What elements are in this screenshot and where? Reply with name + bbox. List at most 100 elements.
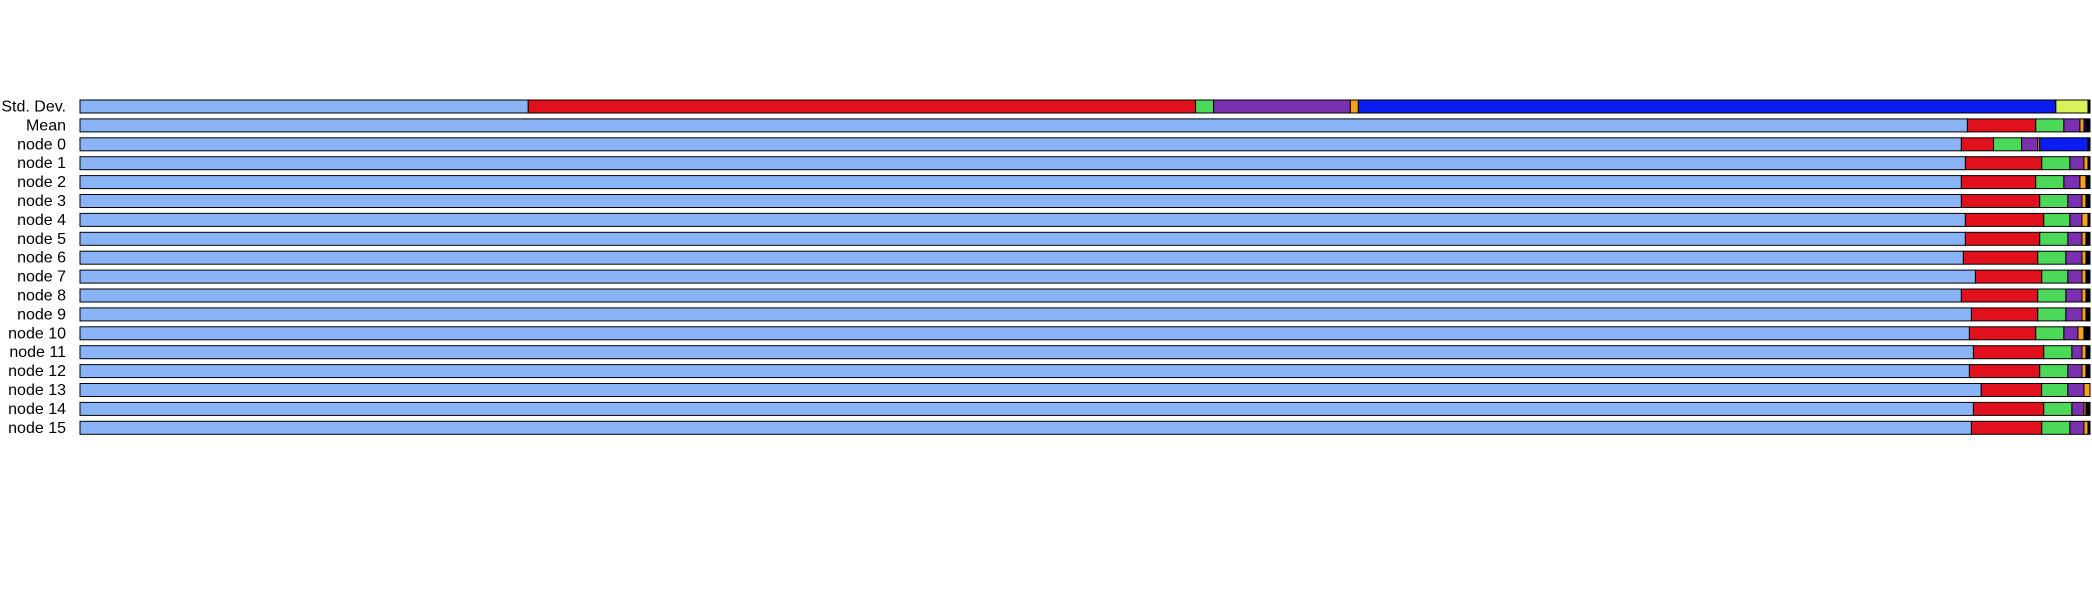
bar-segment-node-3-s7 xyxy=(2085,194,2091,208)
bar-segment-node-6-s7 xyxy=(2085,250,2091,265)
row-label-node-6: node 6 xyxy=(17,250,66,267)
row-label-node-4: node 4 xyxy=(17,212,66,229)
bar-segment-node-12-s3 xyxy=(2067,364,2083,379)
bar-segment-node-0-s2 xyxy=(1993,137,2023,152)
bar-segment-node-12-s0 xyxy=(79,364,1970,379)
bar-segment-node-1-s7 xyxy=(2087,156,2091,171)
bar-segment-node-3-s0 xyxy=(79,194,1962,208)
bar-segment-node-9-s7 xyxy=(2085,307,2091,322)
bar-segment-node-2-s1 xyxy=(1960,175,2037,190)
bar-segment-node-12-s2 xyxy=(2039,364,2069,379)
bar-segment-node-1-s3 xyxy=(2069,156,2085,171)
bar-segment-node-7-s1 xyxy=(1974,269,2043,284)
bar-segment-node-5-s4 xyxy=(2081,231,2087,246)
bar-segment-node-1-s4 xyxy=(2083,156,2089,171)
bar-segment-node-15-s3 xyxy=(2069,420,2085,435)
bar-segment-node-6-s3 xyxy=(2065,250,2083,265)
bar-segment-node-5-s2 xyxy=(2039,231,2069,246)
bar-segment-node-9-s4 xyxy=(2081,307,2087,322)
bar-segment-node-14-s1 xyxy=(1972,401,2045,416)
bar-segment-node-13-s0 xyxy=(79,383,1982,397)
bar-segment-node-9-s3 xyxy=(2065,307,2083,322)
bar-segment-node-4-s4 xyxy=(2081,212,2089,227)
bar-segment-node-5-s3 xyxy=(2067,231,2083,246)
bar-segment-node-0-s1 xyxy=(1960,137,1995,152)
bar-segment-node-2-s7 xyxy=(2085,175,2091,190)
bar-segment-std-dev-s1 xyxy=(527,99,1197,114)
bar-segment-node-14-s0 xyxy=(79,401,1974,416)
bar-segment-node-10-s2 xyxy=(2035,326,2065,341)
bar-segment-node-8-s3 xyxy=(2065,288,2083,303)
row-label-node-1: node 1 xyxy=(17,155,66,172)
bar-segment-node-10-s3 xyxy=(2063,326,2079,341)
bar-segment-node-13-s1 xyxy=(1980,383,2043,397)
bar-segment-node-10-s4 xyxy=(2077,326,2085,341)
row-label-node-10: node 10 xyxy=(8,325,66,342)
bar-segment-std-dev-s3 xyxy=(1213,99,1351,114)
bar-segment-node-15-s2 xyxy=(2041,420,2071,435)
bar-segment-std-dev-s0 xyxy=(79,99,529,114)
bar-segment-node-2-s2 xyxy=(2035,175,2065,190)
bar-segment-node-1-s0 xyxy=(79,156,1966,171)
bar-segment-std-dev-s7 xyxy=(2087,99,2091,114)
bar-segment-node-14-s7 xyxy=(2085,401,2091,416)
bar-segment-node-0-s3 xyxy=(2021,137,2039,152)
bar-segment-mean-s2 xyxy=(2035,118,2065,133)
bar-segment-node-6-s4 xyxy=(2081,250,2087,265)
bar-segment-node-4-s2 xyxy=(2043,212,2071,227)
bar-segment-node-7-s7 xyxy=(2085,269,2091,284)
bar-segment-node-8-s7 xyxy=(2085,288,2091,303)
row-label-node-5: node 5 xyxy=(17,231,66,248)
bar-segment-node-15-s1 xyxy=(1970,420,2043,435)
bar-segment-node-11-s7 xyxy=(2085,345,2091,360)
row-label-node-14: node 14 xyxy=(8,401,66,418)
bar-segment-node-2-s0 xyxy=(79,175,1962,190)
bar-segment-node-5-s1 xyxy=(1964,231,2041,246)
bar-segment-node-5-s0 xyxy=(79,231,1966,246)
bars xyxy=(79,99,2091,435)
bar-segment-node-4-s7 xyxy=(2087,212,2091,227)
bar-segment-node-2-s4 xyxy=(2079,175,2087,190)
row-label-node-12: node 12 xyxy=(8,363,66,380)
bar-segment-node-12-s1 xyxy=(1968,364,2041,379)
bar-segment-std-dev-s5 xyxy=(1357,99,2057,114)
bar-segment-node-14-s3 xyxy=(2071,401,2085,416)
bar-segment-mean-s3 xyxy=(2063,118,2081,133)
bar-segment-node-15-s4 xyxy=(2083,420,2089,435)
bar-segment-node-12-s7 xyxy=(2085,364,2091,379)
bar-segment-node-0-s0 xyxy=(79,137,1962,152)
bar-segment-node-13-s2 xyxy=(2041,383,2069,397)
bar-segment-node-2-s3 xyxy=(2063,175,2081,190)
bar-segment-node-11-s4 xyxy=(2081,345,2087,360)
bar-segment-node-15-s0 xyxy=(79,420,1972,435)
bar-segment-node-3-s1 xyxy=(1960,194,2041,208)
bar-segment-node-6-s2 xyxy=(2037,250,2067,265)
bar-segment-mean-s7 xyxy=(2085,118,2091,133)
row-label-node-2: node 2 xyxy=(17,174,66,191)
row-label-node-15: node 15 xyxy=(8,420,66,437)
bar-segment-mean-s0 xyxy=(79,118,1968,133)
bar-segment-node-15-s7 xyxy=(2087,420,2091,435)
bar-segment-node-11-s1 xyxy=(1972,345,2045,360)
row-label-node-3: node 3 xyxy=(17,193,66,210)
bar-segment-node-8-s2 xyxy=(2037,288,2067,303)
bar-segment-std-dev-s6 xyxy=(2055,99,2089,114)
bar-segment-node-11-s0 xyxy=(79,345,1974,360)
bar-segment-node-7-s3 xyxy=(2067,269,2083,284)
row-label-node-11: node 11 xyxy=(9,344,66,361)
row-label-mean: Mean xyxy=(26,117,66,134)
bar-segment-node-11-s3 xyxy=(2071,345,2083,360)
bar-segment-mean-s4 xyxy=(2079,118,2085,133)
row-label-node-9: node 9 xyxy=(17,306,66,323)
bar-segment-node-9-s1 xyxy=(1970,307,2039,322)
bar-segment-node-9-s2 xyxy=(2037,307,2067,322)
bar-segment-node-6-s1 xyxy=(1962,250,2039,265)
bar-segment-std-dev-s4 xyxy=(1349,99,1359,114)
bar-segment-node-7-s2 xyxy=(2041,269,2069,284)
row-label-node-7: node 7 xyxy=(17,269,66,286)
bar-segment-node-7-s0 xyxy=(79,269,1976,284)
bar-segment-node-4-s0 xyxy=(79,212,1966,227)
bar-segment-node-11-s2 xyxy=(2043,345,2073,360)
